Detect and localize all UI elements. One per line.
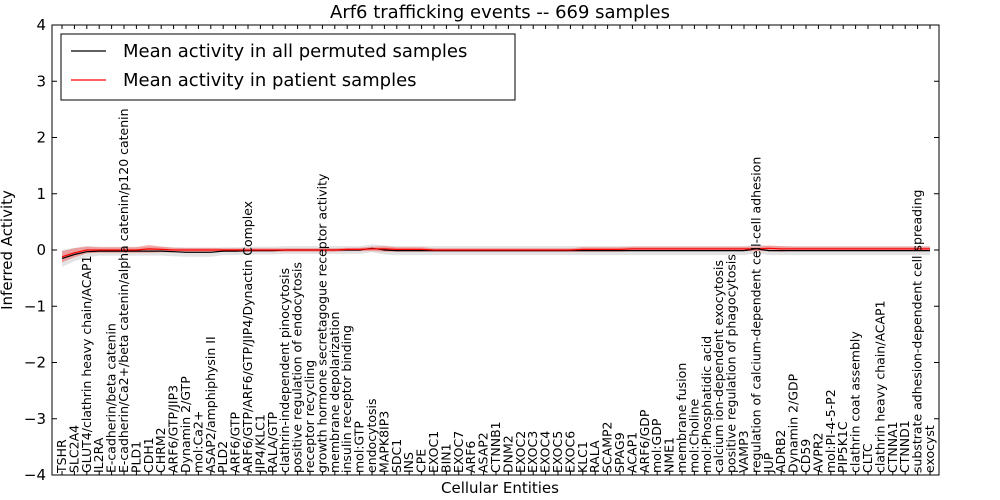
x-category-label: PIP5K1C [835,421,850,473]
x-category-label: ARF6/GTP [228,412,243,473]
x-category-label: CHRM2 [153,427,168,473]
x-category-label: VAMP3 [736,430,751,473]
x-category-label: EXOC1 [426,431,441,473]
y-tick-label: 3 [36,72,46,90]
x-category-label: exocyst [922,425,937,473]
x-category-label: mol:GTP [352,421,367,473]
y-tick-label: −4 [24,466,46,484]
x-category-label: endocytosis [364,398,379,473]
x-category-label: EXOC5 [550,431,565,473]
y-tick-label: −2 [24,354,46,372]
x-category-label: ASAP2 [476,432,491,473]
y-tick-label: 4 [36,16,46,34]
plot-frame [51,24,940,476]
x-category-label: MAPK8IP3 [376,411,391,473]
x-category-label: mol:Choline [686,398,701,473]
chart-title: Arf6 trafficking events -- 669 samples [330,2,670,23]
x-category-label: ARF6/GTP/ARF6/GTP/JIP4/Dynactin Complex [240,201,255,473]
x-category-label: clathrin-independent pinocytosis [277,268,292,473]
x-category-label: mol:GDP [649,418,664,473]
legend-label-permuted: Mean activity in all permuted samples [123,41,467,62]
x-category-label: JUP [761,452,776,474]
x-category-label: receptor recycling [302,360,317,473]
x-category-label: ACAP1 [624,432,639,473]
x-category-label: JIP4/KLC1 [252,414,267,474]
x-category-label: ARF6 [463,441,478,473]
x-category-label: E-cadherin/beta catenin [104,323,119,473]
line-series-1 [61,247,930,258]
x-category-label: EXOC6 [562,431,577,473]
x-category-label: PLD1 [128,441,143,473]
y-tick-label: 2 [36,129,46,147]
x-category-label: CTNNB1 [488,421,503,473]
x-category-label: CTNNA1 [885,421,900,473]
x-category-label: positive regulation of phagocytosis [724,254,739,473]
x-category-label: substrate adhesion-dependent cell spread… [910,190,925,473]
x-category-label: positive regulation of endocytosis [290,262,305,473]
x-category-label: GLUT4/clathrin heavy chain/ACAP1 [79,255,94,473]
x-category-label: mol:Phosphatidic acid [699,336,714,473]
y-tick-label: −1 [24,297,46,315]
x-category-label: AVPR2 [810,433,825,473]
x-category-label: mol:Ca2+ [190,411,205,473]
x-category-label: SCAMP2 [600,422,615,474]
plot-area [61,244,930,267]
x-category-label: CLTC [860,443,875,473]
x-category-label: CD59 [798,439,813,473]
x-category-label: E-cadherin/Ca2+/beta catenin/alpha caten… [116,108,131,473]
y-tick-label: −3 [24,410,46,428]
x-category-label: EXOC3 [525,431,540,473]
y-axis-label: Inferred Activity [0,190,16,310]
x-category-label: RALA [587,440,602,473]
x-category-label: CPE [414,449,429,473]
legend-label-patient: Mean activity in patient samples [123,70,417,91]
x-category-label: SPAG9 [612,432,627,473]
x-category-label: RALA/GTP [265,411,280,473]
x-category-label: ADRB2 [773,430,788,473]
x-category-label: EXOC2 [513,431,528,473]
x-category-label: calcium ion-dependent exocytosis [711,260,726,473]
x-category-label: EXOC4 [538,431,553,473]
x-category-label: Dynamin 2/GTP [178,376,193,473]
x-category-label: clathrin heavy chain/ACAP1 [872,300,887,473]
x-category-label: IL2RA [91,437,106,473]
x-category-label: NME1 [662,437,677,473]
y-tick-label: 0 [36,241,46,259]
x-category-label: CTNND1 [897,420,912,473]
x-category-label: insulin receptor binding [339,325,354,473]
x-category-label: ARF6/GDP [637,409,652,473]
x-category-label: SDC1 [389,439,404,473]
x-category-label: DNM2 [500,435,515,473]
legend: Mean activity in all permuted samples Me… [60,33,516,101]
x-category-label: membrane depolarization [327,312,342,473]
x-category-label: membrane fusion [674,363,689,473]
x-category-label: ASAP2/amphiphysin II [203,336,218,473]
x-category-label: BIN1 [438,443,453,473]
x-axis-label: Cellular Entities [441,479,559,497]
x-category-label: INS [401,452,416,473]
x-category-label: ARF6/GTP/JIP3 [166,385,181,473]
x-category-label: SLC2A4 [66,425,81,473]
x-category-label: PLD2 [215,441,230,473]
x-category-label: growth hormone secretagogue receptor act… [314,173,329,473]
x-category-label: EXOC7 [451,431,466,473]
x-category-label: KLC1 [575,441,590,473]
x-category-label: CDH1 [141,437,156,473]
x-category-label: Dynamin 2/GDP [786,373,801,473]
x-category-label: regulation of calcium-dependent cell-cel… [748,157,763,473]
x-category-label: mol:PI-4-5-P2 [823,389,838,473]
y-tick-label: 1 [36,185,46,203]
legend-box [60,33,516,101]
x-category-label: clathrin coat assembly [848,331,863,473]
y-axis-ticks: −4 −3 −2 −1 0 1 2 3 4 [24,16,939,484]
x-category-label: TSHR [54,439,69,474]
